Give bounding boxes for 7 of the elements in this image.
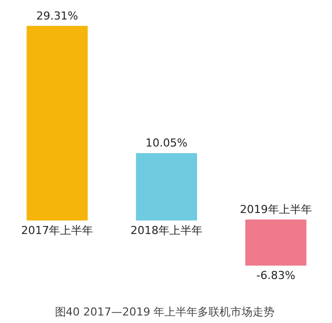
data-label: 29.31%: [36, 9, 78, 22]
text: 图40 2017—2019 年上半年多联机市场走势: [54, 306, 275, 318]
x-tick-label: 2018年上半年: [130, 224, 203, 237]
data-label: 10.05%: [146, 136, 188, 150]
x-tick-label: 2019年上半年: [240, 202, 312, 216]
data-label: -6.83%: [256, 269, 296, 282]
x-tick-label: 2017年上半年: [21, 224, 94, 237]
